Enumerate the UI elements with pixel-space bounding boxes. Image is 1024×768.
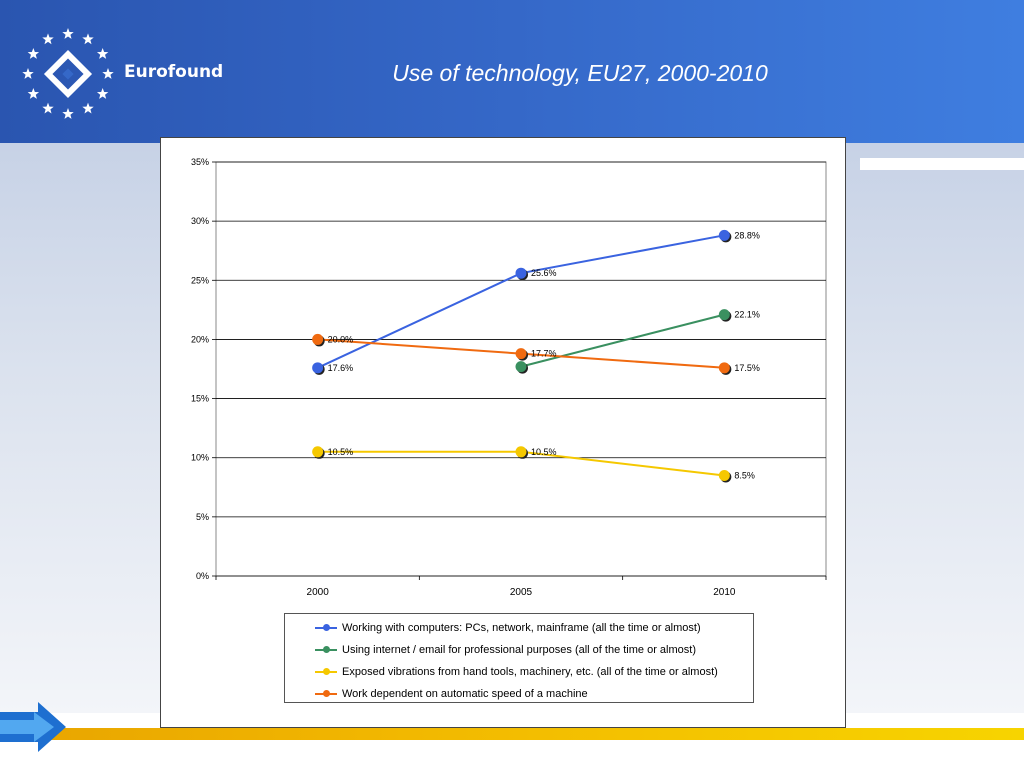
y-tick-label: 20% <box>191 334 209 344</box>
data-label: 17.6% <box>328 363 354 373</box>
legend-label: Working with computers: PCs, network, ma… <box>342 622 701 634</box>
x-tick-label: 2005 <box>510 587 533 598</box>
y-tick-label: 0% <box>196 571 209 581</box>
data-label: 17.7% <box>531 349 557 359</box>
data-label: 10.5% <box>531 447 557 457</box>
legend-entry: Working with computers: PCs, network, ma… <box>315 617 753 639</box>
legend-entry: Using internet / email for professional … <box>315 639 753 661</box>
brand-name: Eurofound <box>124 62 224 82</box>
legend-entry: Work dependent on automatic speed of a m… <box>315 683 753 705</box>
data-label: 17.5% <box>734 363 760 373</box>
legend-label: Work dependent on automatic speed of a m… <box>342 688 588 700</box>
series-line-1 <box>520 313 725 368</box>
legend-swatch <box>315 645 337 655</box>
eu-stars-logo-icon <box>22 28 114 119</box>
data-point <box>718 309 730 321</box>
y-tick-label: 35% <box>191 157 209 167</box>
arrow-right-icon <box>0 702 66 752</box>
data-point <box>515 267 527 279</box>
data-label: 22.1% <box>734 310 760 320</box>
x-tick-label: 2010 <box>713 587 736 598</box>
data-point <box>515 348 527 360</box>
data-point <box>718 229 730 241</box>
data-point <box>312 333 324 345</box>
y-tick-label: 25% <box>191 275 209 285</box>
y-tick-label: 30% <box>191 216 209 226</box>
data-label: 28.8% <box>734 230 760 240</box>
decorative-stripe <box>860 158 1024 170</box>
legend-label: Using internet / email for professional … <box>342 644 696 656</box>
data-point <box>515 446 527 458</box>
y-tick-label: 15% <box>191 394 209 404</box>
data-point <box>718 362 730 374</box>
data-point <box>515 361 527 373</box>
series-line-0 <box>317 234 725 369</box>
legend-label: Exposed vibrations from hand tools, mach… <box>342 666 718 678</box>
x-tick-label: 2000 <box>307 587 330 598</box>
y-tick-label: 5% <box>196 512 209 522</box>
chart-container: 0% 5% 10% 15% 20% 25% 30% 35% 2000 2005 2010 17.6% 2… <box>160 137 846 728</box>
data-label: 8.5% <box>734 470 755 480</box>
data-label: 20.0% <box>328 334 354 344</box>
data-point <box>718 469 730 481</box>
legend-swatch <box>315 667 337 677</box>
data-point <box>312 362 324 374</box>
legend-swatch <box>315 689 337 699</box>
data-label: 25.6% <box>531 268 557 278</box>
legend-swatch <box>315 623 337 633</box>
line-chart: 0% 5% 10% 15% 20% 25% 30% 35% 2000 2005 2010 17.6% 2… <box>191 157 827 598</box>
legend-entry: Exposed vibrations from hand tools, mach… <box>315 661 753 683</box>
page-title: Use of technology, EU27, 2000-2010 <box>392 60 768 86</box>
slide-header: Eurofound Use of technology, EU27, 2000-… <box>0 0 1024 143</box>
y-tick-label: 10% <box>191 453 209 463</box>
data-label: 10.5% <box>328 447 354 457</box>
footer-bar <box>0 728 1024 740</box>
chart-legend: Working with computers: PCs, network, ma… <box>284 613 754 703</box>
data-point <box>312 446 324 458</box>
